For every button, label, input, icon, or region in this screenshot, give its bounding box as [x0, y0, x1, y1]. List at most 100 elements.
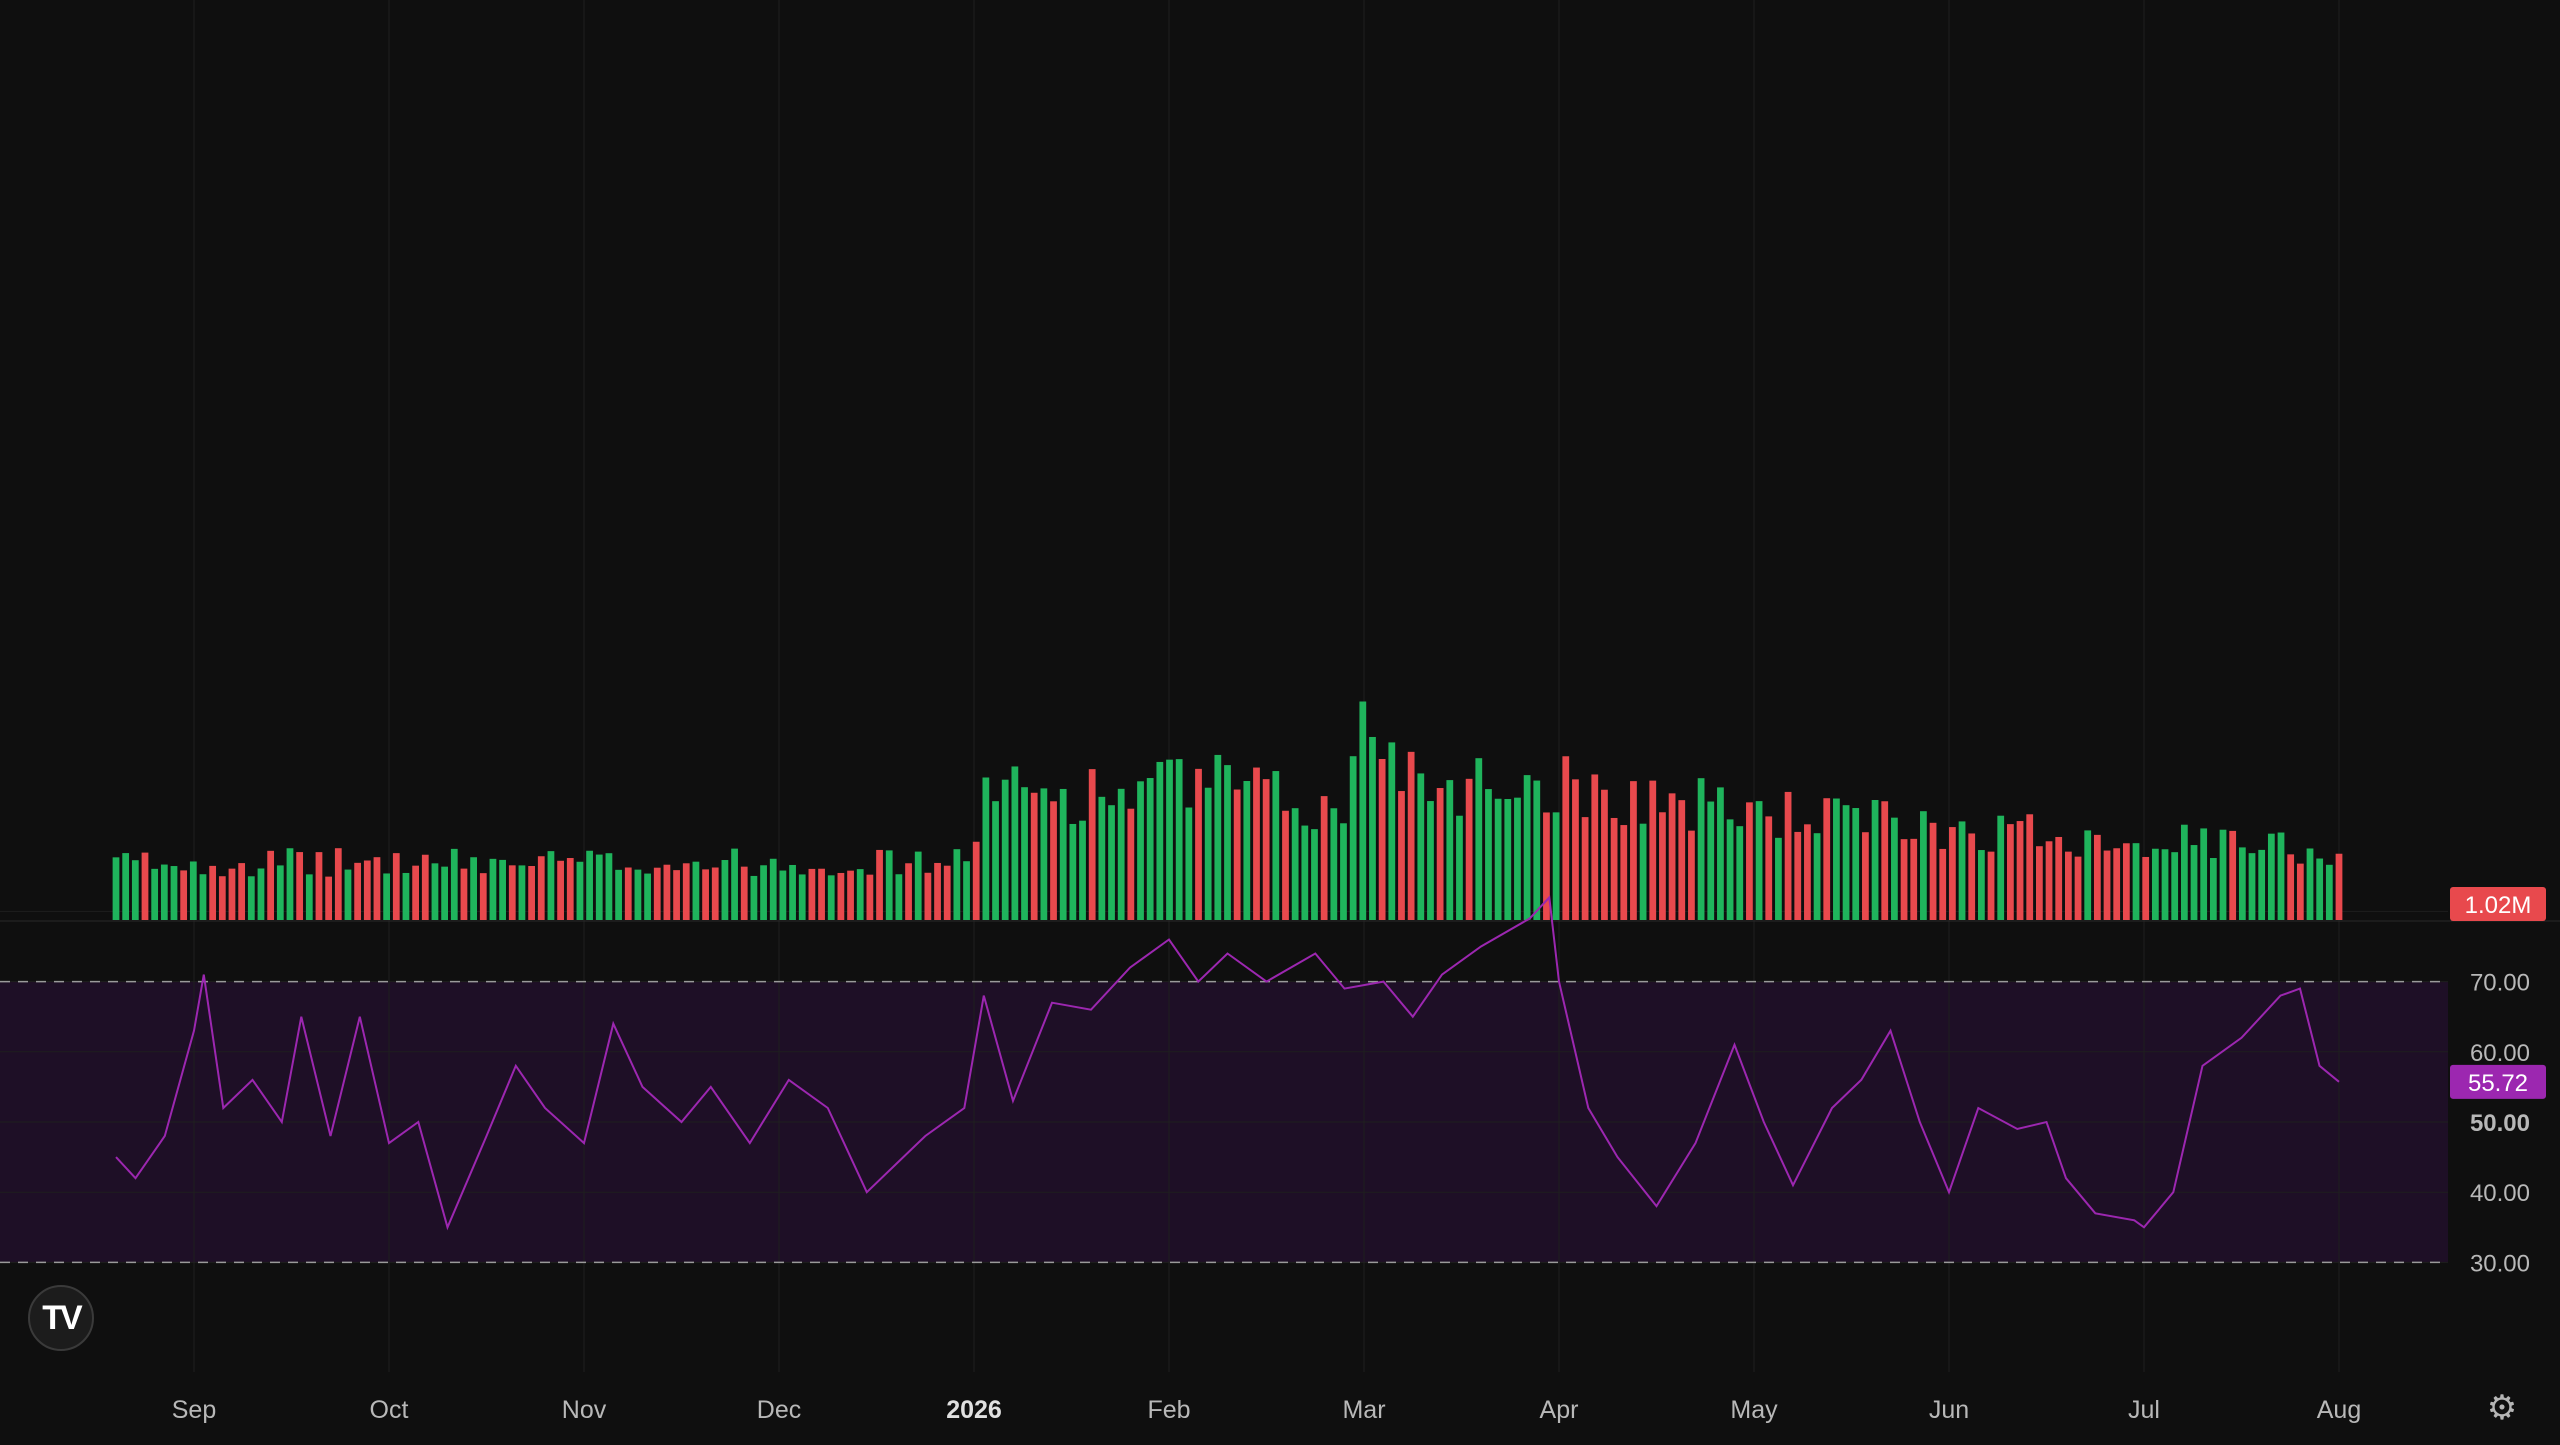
volume-bar — [924, 872, 932, 920]
gear-icon[interactable]: ⚙ — [2486, 1389, 2518, 1427]
volume-bar — [1156, 761, 1164, 920]
volume-bar — [1224, 765, 1231, 920]
volume-bar — [1291, 808, 1299, 920]
volume-bar — [615, 869, 622, 920]
volume-bar — [1987, 851, 1995, 920]
volume-bar — [2171, 852, 2179, 920]
volume-bar — [673, 870, 680, 920]
volume-bar — [1668, 793, 1676, 920]
volume-bar — [257, 868, 265, 920]
volume-bar — [1755, 801, 1763, 920]
volume-bar — [1813, 833, 1821, 920]
time-axis-label: Feb — [1147, 1396, 1190, 1424]
volume-bar — [1388, 742, 1396, 920]
volume-bar — [460, 868, 468, 920]
volume-bar — [1233, 789, 1241, 920]
volume-bar — [1697, 778, 1705, 920]
volume-bar — [1262, 779, 1270, 920]
volume-bar — [112, 857, 120, 920]
volume-bar — [576, 861, 584, 920]
volume-bar — [1108, 805, 1115, 920]
volume-bar — [296, 852, 304, 920]
volume-bar — [1958, 821, 1966, 920]
volume-bar — [1910, 838, 1918, 920]
volume-bar — [934, 862, 941, 920]
volume-bar — [1011, 766, 1019, 920]
time-axis-label: Apr — [1540, 1396, 1579, 1424]
volume-bar — [1823, 798, 1831, 920]
tradingview-logo-icon[interactable]: TV — [28, 1285, 94, 1351]
volume-bar — [1523, 775, 1531, 920]
volume-bar — [798, 874, 806, 920]
volume-bar — [1601, 789, 1608, 920]
volume-bar — [276, 865, 284, 920]
volume-bar — [402, 872, 410, 920]
volume-bar — [1552, 812, 1560, 920]
time-axis-label: Dec — [757, 1396, 801, 1424]
volume-bar — [1311, 829, 1318, 920]
volume-bar — [141, 852, 149, 920]
volume-bar — [943, 865, 951, 920]
volume-bar — [2142, 856, 2150, 920]
volume-bar — [2026, 814, 2034, 920]
volume-bar — [1069, 823, 1077, 920]
volume-bar — [2277, 832, 2285, 920]
volume-bar — [508, 865, 516, 920]
volume-bar — [1436, 788, 1444, 920]
rsi-line — [115, 895, 2340, 1231]
volume-bar — [547, 851, 555, 920]
volume-bar — [2229, 830, 2237, 920]
volume-bar — [2306, 848, 2314, 920]
volume-bar — [1659, 812, 1666, 920]
volume-bar — [1475, 758, 1483, 920]
volume-bar — [431, 863, 439, 920]
volume-bar — [644, 873, 651, 920]
volume-bar — [605, 853, 613, 920]
volume-bar — [1378, 758, 1386, 920]
volume-bar — [122, 853, 130, 920]
volume-bar — [1610, 817, 1618, 920]
volume-bar — [1543, 812, 1550, 920]
volume-bars — [112, 701, 2343, 920]
volume-last-label: 1.02M — [2465, 892, 2532, 919]
volume-bar — [895, 874, 903, 920]
volume-bar — [421, 854, 429, 920]
volume-bar — [2006, 824, 2014, 920]
volume-bar — [1021, 787, 1028, 920]
volume-bar — [1417, 773, 1425, 920]
volume-bar — [1282, 810, 1289, 920]
volume-bar — [1301, 825, 1309, 920]
volume-bar — [2238, 847, 2246, 920]
volume-bar — [315, 852, 323, 920]
volume-bar — [1804, 824, 1811, 920]
rsi-last-label-bg — [2450, 1064, 2546, 1099]
volume-bar — [2219, 829, 2227, 920]
volume-bar — [2325, 864, 2333, 920]
volume-bar — [2132, 843, 2140, 920]
rsi-axis-label: 30.00 — [2470, 1250, 2530, 1277]
volume-bar — [653, 867, 661, 920]
volume-bar — [1775, 837, 1782, 920]
volume-bar — [1137, 781, 1144, 920]
volume-bar — [2045, 841, 2053, 920]
volume-bar — [1059, 788, 1067, 920]
volume-bar — [218, 876, 226, 920]
volume-last-label-bg — [2450, 887, 2546, 921]
volume-bar — [1929, 822, 1937, 920]
volume-bar — [1572, 779, 1579, 920]
volume-bar — [1591, 774, 1599, 920]
volume-bar — [837, 872, 845, 920]
volume-bar — [1978, 850, 1985, 920]
volume-bar — [131, 860, 139, 920]
volume-bar — [1842, 805, 1850, 920]
volume-bar — [1088, 769, 1096, 920]
volume-bar — [1465, 778, 1473, 920]
volume-bar — [1514, 797, 1521, 920]
volume-bar — [2035, 846, 2043, 920]
volume-bar — [2103, 850, 2111, 920]
volume-bar — [1620, 825, 1628, 920]
volume-bar — [1871, 800, 1879, 920]
volume-bar — [238, 863, 246, 920]
